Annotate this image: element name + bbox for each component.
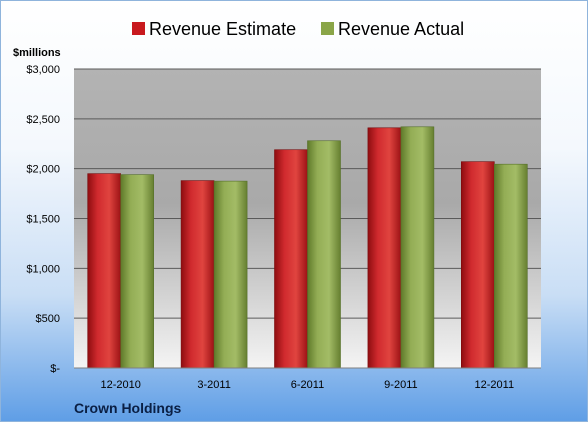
legend-label-actual: Revenue Actual	[338, 19, 464, 39]
y-tick-label: $2,000	[26, 164, 60, 176]
legend-label-estimate: Revenue Estimate	[149, 19, 296, 39]
x-tick-label: 9-2011	[384, 379, 417, 391]
bar-estimate-12-2010	[87, 173, 121, 369]
bars	[87, 126, 528, 369]
legend-swatch-estimate	[132, 22, 145, 35]
bar-actual-12-2010	[120, 174, 154, 369]
bar-estimate-9-2011	[367, 127, 402, 369]
bar-actual-3-2011	[213, 180, 248, 369]
x-tick-label: 6-2011	[291, 379, 324, 391]
bar-estimate-6-2011	[274, 149, 308, 369]
legend: Revenue Estimate Revenue Actual	[132, 19, 464, 39]
y-tick-label: $2,500	[26, 114, 60, 126]
bar-actual-12-2011	[493, 163, 528, 369]
bar-estimate-3-2011	[180, 180, 215, 369]
y-tick-label: $500	[36, 313, 60, 325]
y-axis-tick-labels: $- $500 $1,000 $1,500 $2,000 $2,500 $3,000	[26, 64, 60, 375]
y-tick-label: $-	[50, 363, 60, 375]
y-tick-label: $1,000	[26, 263, 60, 275]
y-tick-label: $3,000	[26, 64, 60, 76]
x-tick-label: 12-2011	[475, 379, 515, 391]
company-name: Crown Holdings	[74, 400, 182, 416]
bar-actual-9-2011	[400, 126, 435, 369]
x-axis-tick-labels: 12-2010 3-2011 6-2011 9-2011 12-2011	[101, 379, 515, 391]
x-tick-label: 3-2011	[197, 379, 230, 391]
y-axis-unit-label: $millions	[13, 47, 61, 59]
legend-swatch-actual	[321, 22, 334, 35]
bar-actual-6-2011	[307, 140, 341, 369]
y-tick-label: $1,500	[26, 214, 60, 226]
x-tick-label: 12-2010	[101, 379, 141, 391]
bar-estimate-12-2011	[460, 161, 495, 369]
